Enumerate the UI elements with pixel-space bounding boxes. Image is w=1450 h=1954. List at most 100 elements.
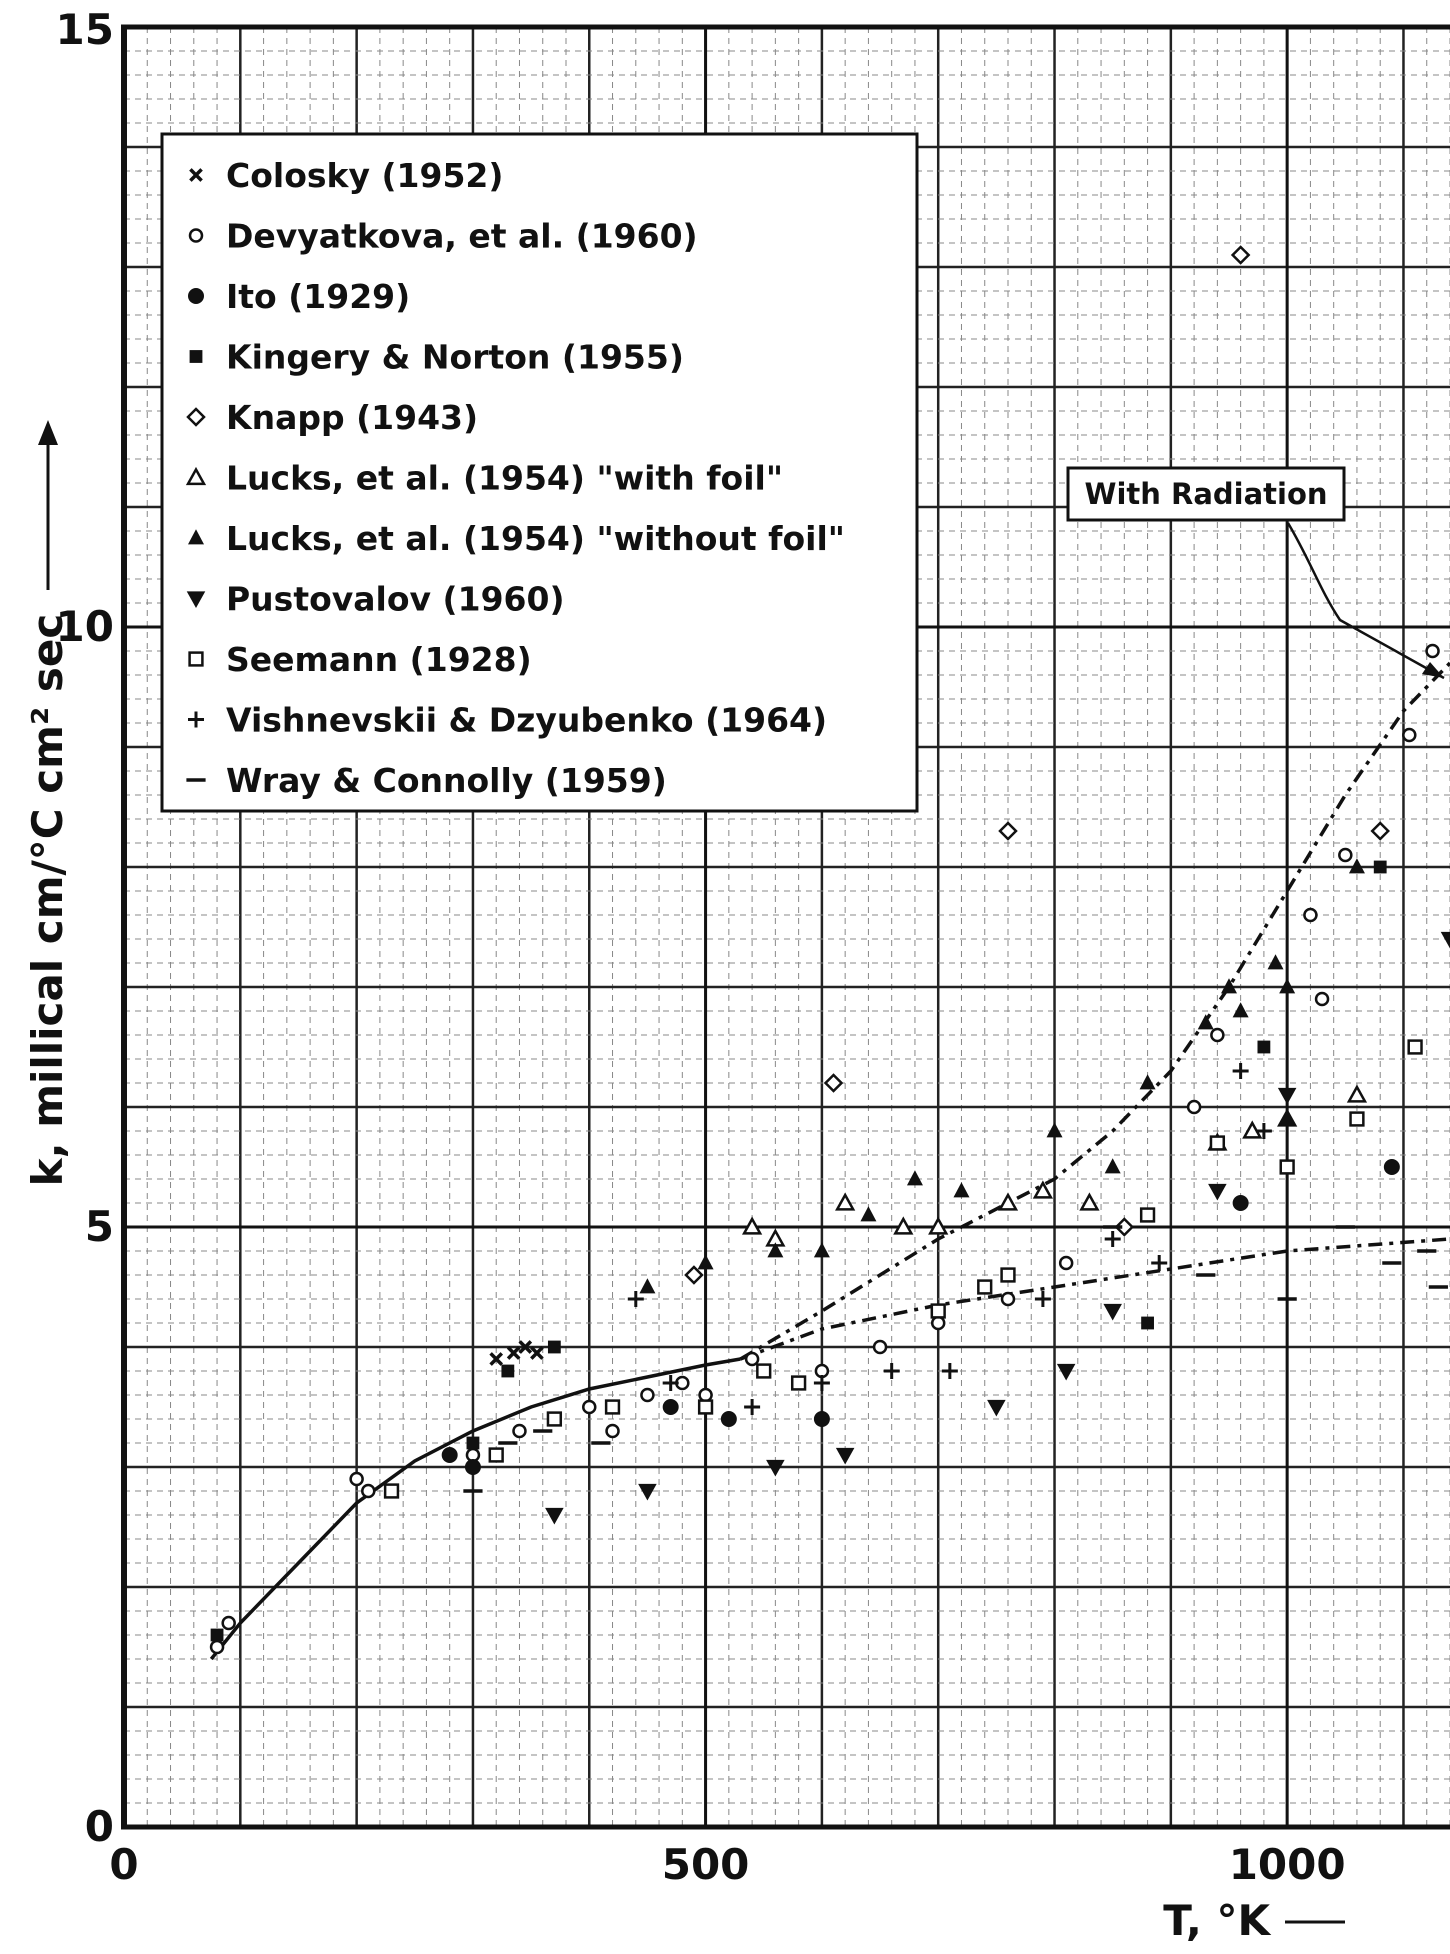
data-point	[1032, 1180, 1054, 1199]
data-point	[1303, 907, 1318, 923]
fit-curve	[739, 1237, 1450, 1361]
data-point	[1210, 1027, 1225, 1043]
data-point	[1208, 1183, 1227, 1201]
data-point	[361, 1483, 376, 1499]
data-point	[823, 1073, 844, 1093]
data-point	[662, 1375, 679, 1391]
data-point	[1338, 847, 1353, 863]
legend-marker	[188, 228, 204, 243]
y-axis-label: k, millical cm/°C cm² sec	[23, 614, 72, 1187]
data-point	[1197, 1014, 1214, 1030]
y-tick-label: 5	[85, 1202, 114, 1251]
data-point	[501, 1364, 515, 1378]
legend-label: Knapp (1943)	[226, 398, 478, 437]
legend-label: Wray & Connolly (1959)	[226, 761, 667, 800]
data-point	[545, 1507, 564, 1525]
data-point	[698, 1387, 713, 1403]
legend-box	[160, 132, 919, 813]
data-point	[1046, 1122, 1063, 1138]
data-point	[547, 1340, 561, 1354]
arrow-head	[1422, 662, 1444, 678]
legend-label: Pustovalov (1960)	[226, 580, 565, 619]
data-point	[1056, 1363, 1076, 1381]
data-point	[1279, 978, 1296, 994]
fit-curve	[739, 661, 1450, 1361]
data-point	[998, 821, 1018, 841]
legend-marker	[188, 651, 204, 667]
data-point	[1255, 1123, 1272, 1139]
data-point	[941, 1363, 958, 1379]
data-point	[1186, 1099, 1202, 1115]
data-point	[835, 1447, 855, 1465]
data-point	[1402, 727, 1417, 743]
data-point	[928, 1216, 949, 1235]
data-point	[1114, 1217, 1135, 1237]
data-point	[638, 1483, 657, 1501]
data-point	[441, 1447, 458, 1463]
data-point	[605, 1423, 620, 1439]
data-point	[813, 1411, 830, 1427]
data-point	[813, 1375, 830, 1391]
data-point	[883, 1363, 900, 1379]
data-point	[1232, 1002, 1249, 1018]
data-point	[1232, 1195, 1249, 1211]
data-point	[744, 1351, 760, 1367]
data-point	[221, 1615, 236, 1631]
data-point	[1373, 860, 1387, 874]
legend-label: Vishnevskii & Dzyubenko (1964)	[226, 701, 827, 740]
x-axis-label: T, °K	[1163, 1896, 1271, 1945]
data-point	[1279, 1110, 1296, 1126]
data-point	[464, 1459, 481, 1475]
annotation-arrow	[1286, 522, 1445, 680]
data-point	[790, 1375, 807, 1391]
data-point	[1209, 1135, 1226, 1151]
legend-label: Seemann (1928)	[226, 640, 532, 679]
x-tick-label: 0	[109, 1840, 138, 1889]
legend-marker	[188, 529, 204, 545]
data-point	[1103, 1303, 1122, 1321]
data-point	[767, 1242, 784, 1258]
data-point	[872, 1339, 888, 1355]
data-point	[506, 1346, 521, 1360]
data-point	[466, 1436, 480, 1450]
data-point	[1425, 643, 1440, 659]
data-point	[813, 1242, 830, 1258]
data-point	[1257, 1040, 1271, 1054]
data-point	[1279, 1159, 1295, 1175]
data-point	[1000, 1267, 1016, 1283]
data-point	[997, 1192, 1019, 1211]
data-point	[546, 1411, 563, 1427]
data-point	[835, 1192, 856, 1211]
data-point	[930, 1303, 946, 1319]
data-point	[720, 1411, 737, 1427]
data-point	[1440, 931, 1450, 949]
data-point	[1221, 978, 1237, 994]
legend: Colosky (1952) Devyatkova, et al. (1960) I…	[160, 132, 919, 813]
x-tick-label: 500	[662, 1840, 750, 1889]
data-point	[639, 1278, 656, 1294]
y-tick-label: 10	[56, 602, 114, 651]
data-point	[210, 1628, 224, 1642]
data-point	[582, 1399, 597, 1415]
data-point	[1139, 1074, 1156, 1090]
data-point	[488, 1447, 504, 1463]
fit-curve	[209, 1357, 741, 1661]
curves	[209, 661, 1450, 1661]
y-label-arrowhead	[38, 420, 58, 445]
data-point	[860, 1206, 877, 1222]
data-point	[1232, 1063, 1249, 1079]
data-point	[930, 1315, 946, 1331]
legend-label: Lucks, et al. (1954) "with foil"	[226, 459, 783, 498]
data-point	[518, 1340, 533, 1354]
data-point	[1141, 1316, 1154, 1330]
data-point	[512, 1423, 527, 1439]
legend-marker	[188, 288, 204, 304]
legend-label: Ito (1929)	[226, 277, 410, 316]
annotation-box	[1066, 466, 1346, 522]
data-point	[640, 1387, 655, 1403]
legend-label: Colosky (1952)	[226, 156, 503, 195]
y-tick-label: 15	[56, 5, 114, 54]
data-point	[1058, 1255, 1074, 1271]
